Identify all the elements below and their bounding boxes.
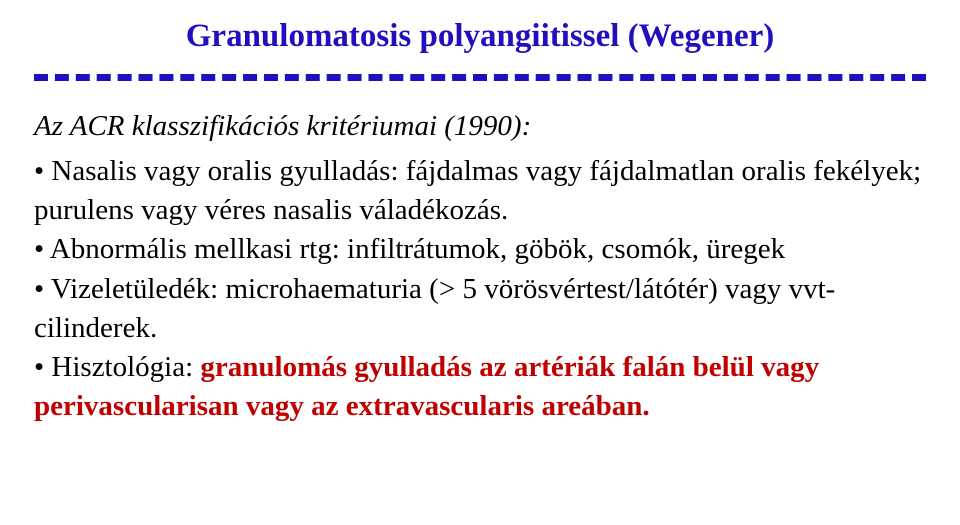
bullet-item: • Abnormális mellkasi rtg: infiltrátumok… — [34, 230, 926, 269]
bullet-item: • Nasalis vagy oralis gyulladás: fájdalm… — [34, 152, 926, 230]
bullet-prefix: • Hisztológia: — [34, 351, 200, 383]
title-divider — [34, 74, 926, 81]
slide-content: Az ACR klasszifikációs kritériumai (1990… — [34, 107, 926, 426]
bullet-item: • Vizeletüledék: microhaematuria (> 5 vö… — [34, 270, 926, 348]
slide-container: Granulomatosis polyangiitissel (Wegener)… — [0, 0, 960, 525]
criteria-subtitle: Az ACR klasszifikációs kritériumai (1990… — [34, 107, 926, 146]
slide-title: Granulomatosis polyangiitissel (Wegener) — [34, 18, 926, 56]
bullet-item-highlight: • Hisztológia: granulomás gyulladás az a… — [34, 348, 926, 426]
